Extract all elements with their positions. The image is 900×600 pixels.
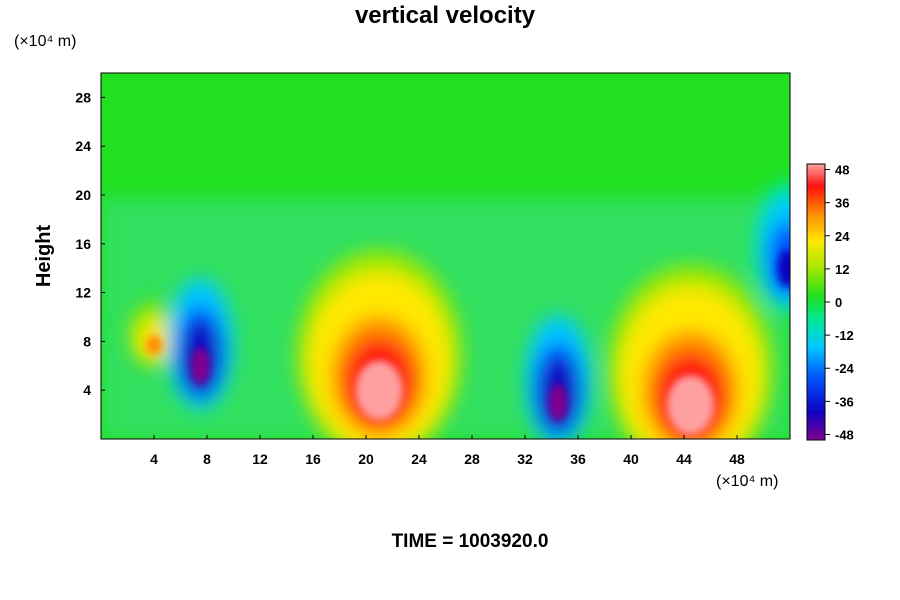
y-axis: 4 8 12 16 20 24 28 [75, 89, 105, 398]
colorbar-tick-label: 12 [835, 262, 849, 277]
updraft-contour [666, 374, 715, 435]
y-tick-label: 20 [75, 187, 91, 203]
downdraft-contour [190, 347, 210, 385]
updraft-contour [355, 360, 403, 421]
x-tick-label: 24 [411, 451, 427, 467]
x-tick-label: 44 [676, 451, 692, 467]
x-tick-label: 32 [517, 451, 533, 467]
x-tick-label: 8 [203, 451, 211, 467]
x-tick-label: 48 [729, 451, 745, 467]
time-label: TIME = 1003920.0 [391, 531, 549, 552]
x-axis: 4 8 12 16 20 24 28 32 36 40 44 48 [150, 435, 745, 467]
x-tick-label: 20 [358, 451, 374, 467]
y-axis-unit-label: (×10⁴ m) [14, 33, 77, 50]
colorbar-tick-label: -12 [835, 328, 854, 343]
x-tick-label: 40 [623, 451, 639, 467]
colorbar-gradient [806, 163, 826, 441]
x-tick-label: 12 [252, 451, 268, 467]
x-tick-label: 28 [464, 451, 480, 467]
colorbar-tick-label: -36 [835, 394, 854, 409]
y-axis-label: Height [33, 225, 55, 288]
y-tick-label: 28 [75, 89, 91, 105]
chart-title: vertical velocity [354, 2, 536, 29]
colorbar-tick-label: 48 [835, 163, 849, 178]
downdraft-contour [548, 383, 568, 422]
colorbar-tick-label: -48 [835, 427, 854, 442]
y-tick-label: 4 [83, 382, 91, 398]
y-tick-label: 24 [75, 138, 91, 154]
x-tick-label: 4 [150, 451, 158, 467]
x-tick-label: 16 [305, 451, 321, 467]
y-tick-label: 12 [75, 285, 91, 301]
colorbar-tick-label: 0 [835, 295, 842, 310]
updraft-contour [146, 335, 162, 356]
y-tick-label: 16 [75, 236, 91, 252]
colorbar-tick-label: 24 [835, 229, 850, 244]
colorbar-tick-label: 36 [835, 196, 849, 211]
y-tick-label: 8 [83, 333, 91, 349]
x-axis-unit-label: (×10⁴ m) [716, 473, 779, 490]
x-tick-label: 36 [570, 451, 586, 467]
velocity-field [101, 73, 790, 439]
colorbar: 48 36 24 12 0 -12 -24 -36 -48 [806, 163, 855, 442]
plot-frame [100, 72, 791, 440]
downdraft-contour [777, 249, 790, 287]
colorbar-tick-label: -24 [835, 361, 855, 376]
